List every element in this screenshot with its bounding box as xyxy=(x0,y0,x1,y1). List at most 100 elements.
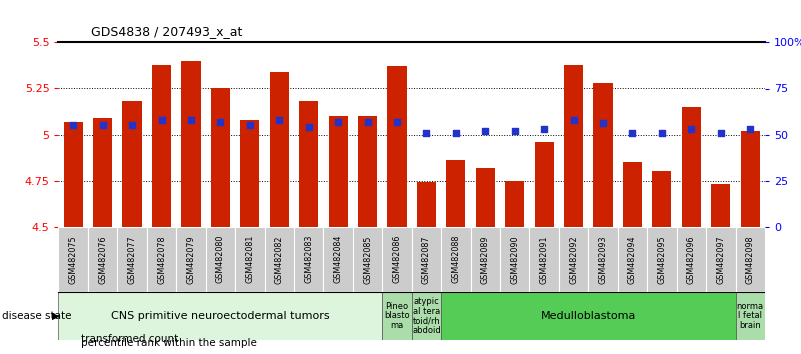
Bar xyxy=(270,72,289,227)
Text: GSM482075: GSM482075 xyxy=(69,235,78,284)
Point xyxy=(155,117,168,122)
Text: transformed count: transformed count xyxy=(81,335,178,344)
Bar xyxy=(176,227,206,292)
Bar xyxy=(706,227,735,292)
Bar xyxy=(388,67,407,227)
Bar xyxy=(123,101,142,227)
Bar xyxy=(58,227,88,292)
Text: atypic
al tera
toid/rh
abdoid: atypic al tera toid/rh abdoid xyxy=(412,297,441,335)
Point xyxy=(420,130,433,136)
Bar xyxy=(677,227,706,292)
Text: GSM482078: GSM482078 xyxy=(157,235,166,284)
Bar xyxy=(735,292,765,340)
Text: GSM482096: GSM482096 xyxy=(687,235,696,284)
Text: GSM482084: GSM482084 xyxy=(334,235,343,284)
Text: GSM482088: GSM482088 xyxy=(452,235,461,284)
Bar xyxy=(181,61,200,227)
Bar xyxy=(63,122,83,227)
Bar xyxy=(382,292,412,340)
Point xyxy=(126,122,139,128)
Text: CNS primitive neuroectodermal tumors: CNS primitive neuroectodermal tumors xyxy=(111,311,330,321)
Bar xyxy=(299,101,318,227)
Point xyxy=(626,130,639,136)
Text: GSM482093: GSM482093 xyxy=(598,235,607,284)
Text: Pineo
blasto
ma: Pineo blasto ma xyxy=(384,302,410,330)
Text: GSM482095: GSM482095 xyxy=(658,235,666,284)
Bar xyxy=(264,227,294,292)
Bar xyxy=(93,118,112,227)
Point xyxy=(214,119,227,125)
Bar xyxy=(441,227,471,292)
Bar xyxy=(682,107,701,227)
Bar xyxy=(652,171,671,227)
Point xyxy=(714,130,727,136)
Bar xyxy=(618,227,647,292)
Text: GSM482091: GSM482091 xyxy=(540,235,549,284)
Text: ▶: ▶ xyxy=(52,311,59,321)
Bar xyxy=(412,227,441,292)
Point xyxy=(244,122,256,128)
Point xyxy=(567,117,580,122)
Text: GSM482089: GSM482089 xyxy=(481,235,489,284)
Point xyxy=(361,119,374,125)
Text: GSM482094: GSM482094 xyxy=(628,235,637,284)
Point xyxy=(537,126,550,132)
Bar xyxy=(559,227,588,292)
Bar xyxy=(741,131,760,227)
Text: percentile rank within the sample: percentile rank within the sample xyxy=(81,338,257,348)
Text: GDS4838 / 207493_x_at: GDS4838 / 207493_x_at xyxy=(91,25,242,38)
Bar xyxy=(211,88,230,227)
Text: GSM482081: GSM482081 xyxy=(245,235,254,284)
Point xyxy=(479,128,492,134)
Text: GSM482079: GSM482079 xyxy=(187,235,195,284)
Bar xyxy=(352,227,382,292)
Bar xyxy=(328,116,348,227)
Text: GSM482090: GSM482090 xyxy=(510,235,519,284)
Bar xyxy=(358,116,377,227)
Text: GSM482083: GSM482083 xyxy=(304,235,313,284)
Bar xyxy=(529,227,559,292)
Bar xyxy=(294,227,324,292)
Point xyxy=(332,119,344,125)
Text: GSM482076: GSM482076 xyxy=(99,235,107,284)
Point xyxy=(685,126,698,132)
Bar xyxy=(382,227,412,292)
Text: norma
l fetal
brain: norma l fetal brain xyxy=(737,302,764,330)
Text: GSM482087: GSM482087 xyxy=(422,235,431,284)
Bar xyxy=(446,160,465,227)
Bar xyxy=(441,292,735,340)
Bar xyxy=(117,227,147,292)
Point xyxy=(273,117,286,122)
Bar xyxy=(588,227,618,292)
Text: Medulloblastoma: Medulloblastoma xyxy=(541,311,636,321)
Text: GSM482086: GSM482086 xyxy=(392,235,401,284)
Bar xyxy=(206,227,235,292)
Bar xyxy=(594,83,613,227)
Point xyxy=(391,119,404,125)
Text: GSM482097: GSM482097 xyxy=(716,235,725,284)
Text: GSM482082: GSM482082 xyxy=(275,235,284,284)
Text: GSM482092: GSM482092 xyxy=(570,235,578,284)
Bar xyxy=(235,227,264,292)
Bar xyxy=(564,64,583,227)
Bar xyxy=(88,227,117,292)
Text: GSM482098: GSM482098 xyxy=(746,235,755,284)
Bar xyxy=(476,168,495,227)
Bar xyxy=(534,142,553,227)
Point xyxy=(66,122,79,128)
Bar xyxy=(324,227,352,292)
Point xyxy=(184,117,197,122)
Bar xyxy=(623,162,642,227)
Bar xyxy=(647,227,677,292)
Bar xyxy=(152,64,171,227)
Text: GSM482085: GSM482085 xyxy=(363,235,372,284)
Text: disease state: disease state xyxy=(2,311,71,321)
Point xyxy=(96,122,109,128)
Point xyxy=(744,126,757,132)
Bar xyxy=(58,292,382,340)
Bar xyxy=(711,184,731,227)
Bar xyxy=(417,182,436,227)
Bar xyxy=(500,227,529,292)
Bar xyxy=(735,227,765,292)
Bar xyxy=(505,181,525,227)
